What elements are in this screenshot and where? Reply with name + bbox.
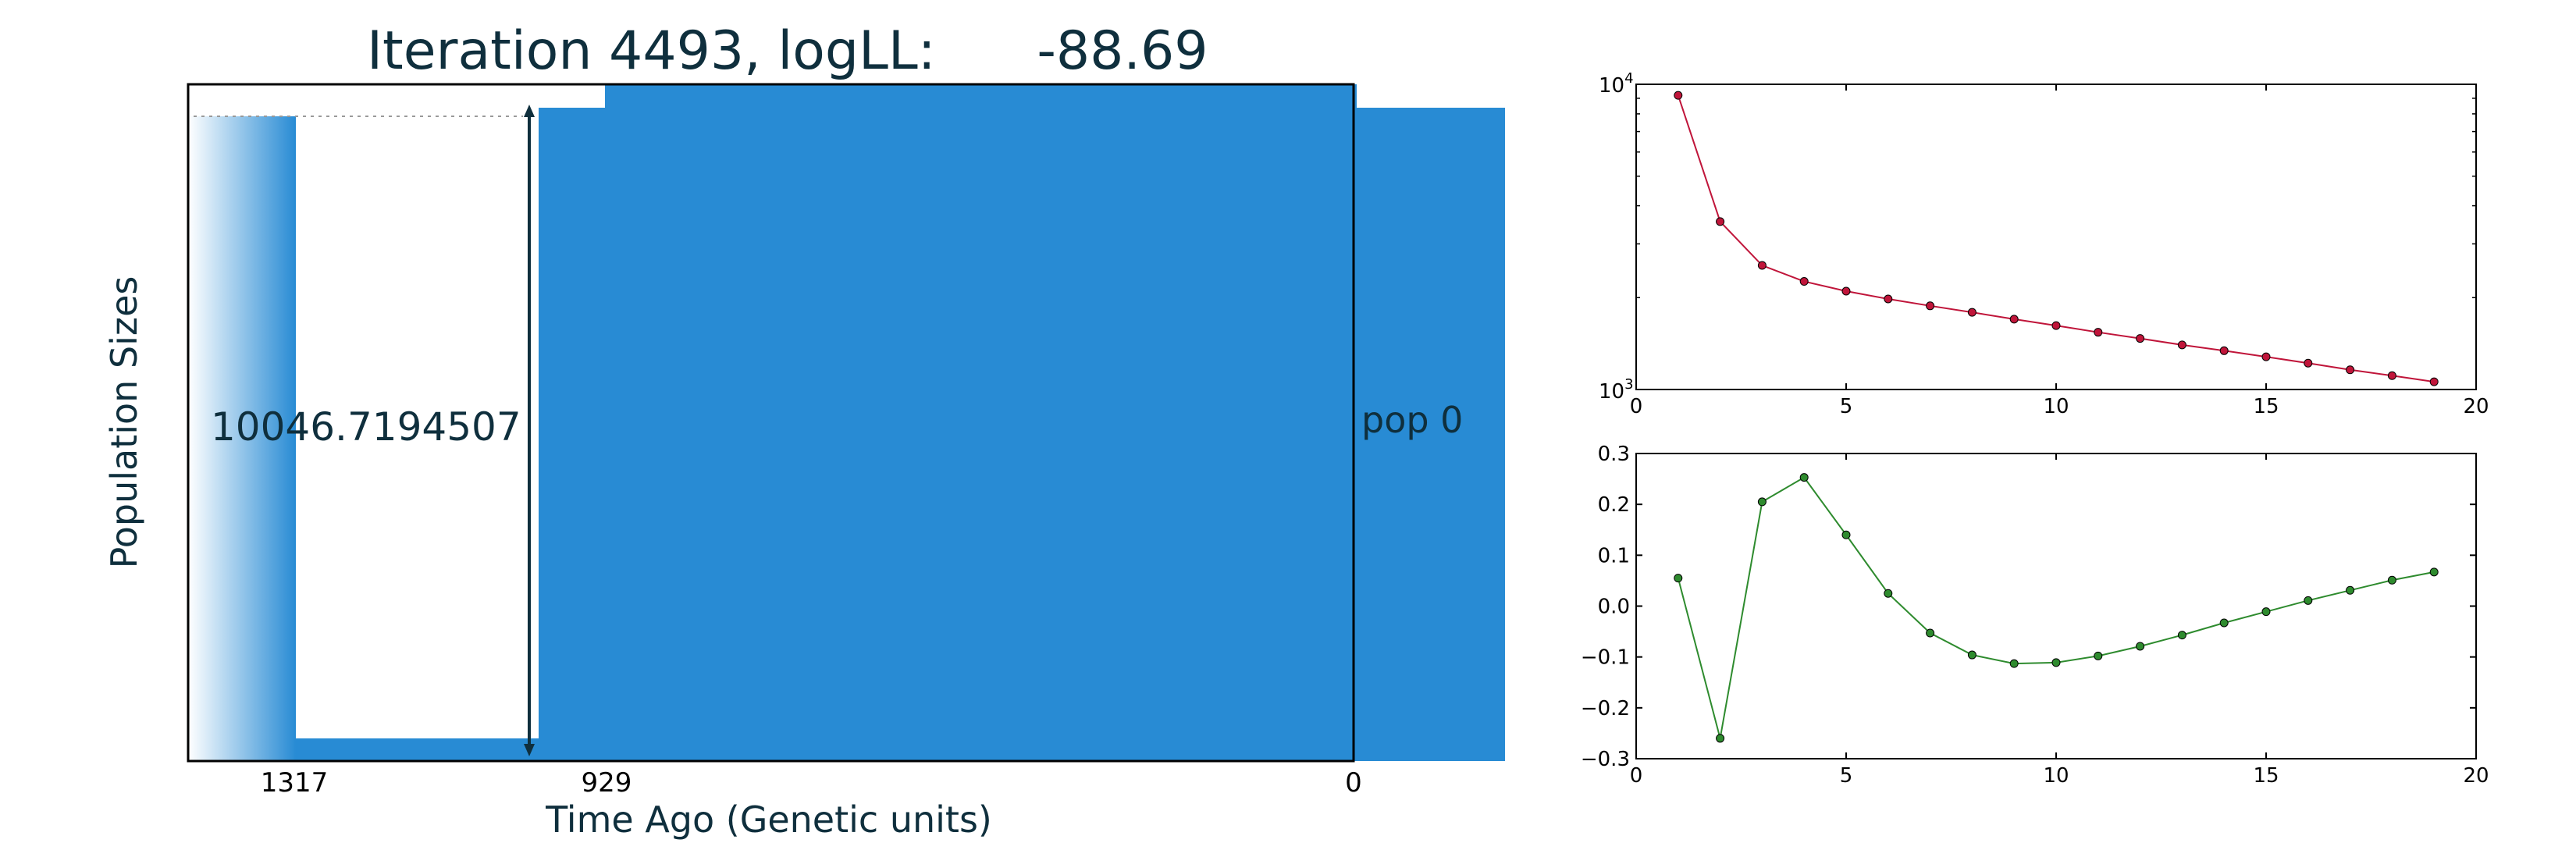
x-axis-label: Time Ago (Genetic units) bbox=[545, 799, 992, 841]
y-tick-label: 0.3 bbox=[1598, 443, 1630, 466]
data-point bbox=[1926, 628, 1935, 638]
x-tick-label: 15 bbox=[2253, 764, 2279, 788]
data-point bbox=[2094, 328, 2103, 337]
x-tick-label: 5 bbox=[1840, 764, 1853, 788]
x-tick-label: 1317 bbox=[261, 767, 329, 799]
data-point bbox=[1757, 261, 1767, 270]
main-axes-frame bbox=[187, 83, 1355, 763]
data-point bbox=[1967, 650, 1976, 660]
data-point bbox=[2346, 585, 2355, 595]
data-point bbox=[2261, 352, 2271, 361]
data-point bbox=[1926, 301, 1935, 311]
data-point bbox=[2177, 631, 2186, 640]
ancient-population-block bbox=[188, 116, 296, 761]
data-point bbox=[2261, 607, 2271, 617]
data-point bbox=[2304, 358, 2313, 368]
data-point bbox=[2177, 340, 2186, 350]
data-point bbox=[2387, 371, 2396, 380]
population-label: pop 0 bbox=[1361, 399, 1463, 441]
x-tick-label: 0 bbox=[1630, 764, 1643, 788]
log-size-chart: 0 5 10 15 20 104 103 bbox=[1599, 70, 2489, 418]
data-point bbox=[2009, 659, 2019, 668]
data-point bbox=[2094, 651, 2103, 660]
log-chart-x-ticks: 0 5 10 15 20 bbox=[1630, 84, 2489, 418]
data-point bbox=[1967, 308, 1976, 317]
data-point bbox=[2136, 642, 2145, 651]
data-point bbox=[2219, 346, 2229, 355]
demography-panel: Iteration 4493, logLL: -88.69 10046.7194… bbox=[103, 20, 1505, 841]
x-tick-label: 20 bbox=[2463, 764, 2489, 788]
data-point bbox=[2051, 658, 2061, 667]
data-point bbox=[2009, 315, 2019, 324]
log-chart-series bbox=[1674, 91, 2439, 386]
data-point bbox=[2219, 618, 2229, 628]
chart-title: Iteration 4493, logLL: -88.69 bbox=[367, 20, 1208, 82]
data-point bbox=[1757, 497, 1767, 507]
data-point bbox=[1841, 530, 1851, 539]
data-point bbox=[1674, 574, 1683, 583]
x-tick-label: 0 bbox=[1345, 767, 1362, 799]
y-axis-label: Population Sizes bbox=[103, 276, 145, 569]
data-point bbox=[2051, 321, 2061, 330]
series-line bbox=[1677, 94, 2435, 383]
size-arrow bbox=[524, 105, 535, 756]
data-point bbox=[1884, 294, 1893, 304]
data-point bbox=[2387, 575, 2396, 585]
x-tick-label: 10 bbox=[2043, 395, 2069, 418]
y-tick-label: −0.3 bbox=[1581, 748, 1630, 771]
population-top-step bbox=[605, 84, 1357, 109]
y-tick-label: 0.2 bbox=[1598, 493, 1630, 517]
x-tick-label: 15 bbox=[2253, 395, 2279, 418]
data-point bbox=[1674, 91, 1683, 100]
data-point bbox=[2136, 334, 2145, 343]
x-tick-label: 0 bbox=[1630, 395, 1643, 418]
data-point bbox=[2429, 567, 2439, 577]
x-tick-label: 5 bbox=[1840, 395, 1853, 418]
data-point bbox=[2304, 596, 2313, 605]
y-tick-label: 103 bbox=[1599, 376, 1634, 404]
data-point bbox=[1799, 473, 1809, 482]
size-annotation: 10046.7194507 bbox=[211, 404, 521, 450]
log-chart-frame bbox=[1635, 84, 2477, 390]
data-point bbox=[1716, 217, 1725, 226]
population-block bbox=[539, 108, 1505, 761]
y-tick-label: −0.2 bbox=[1581, 697, 1630, 720]
data-point bbox=[2346, 365, 2355, 375]
x-tick-label: 20 bbox=[2463, 395, 2489, 418]
data-point bbox=[1841, 286, 1851, 296]
y-tick-label: −0.1 bbox=[1581, 646, 1630, 670]
lin-chart-series bbox=[1674, 473, 2439, 743]
bottleneck-bar bbox=[296, 738, 539, 761]
series-line bbox=[1677, 476, 2435, 739]
data-point bbox=[2429, 377, 2439, 386]
y-tick-label: 104 bbox=[1599, 70, 1634, 98]
data-point bbox=[1884, 589, 1893, 598]
y-tick-label: 0.0 bbox=[1598, 596, 1630, 619]
y-tick-label: 0.1 bbox=[1598, 544, 1630, 567]
data-point bbox=[1716, 734, 1725, 743]
lin-chart-y-ticks: 0.3 0.2 0.1 0.0 −0.1 −0.2 −0.3 bbox=[1581, 443, 2476, 771]
growth-rate-chart: 0 5 10 15 20 0.3 0.2 0.1 0.0 −0.1 −0.2 −0.3 bbox=[1581, 443, 2489, 788]
x-tick-label: 10 bbox=[2043, 764, 2069, 788]
data-point bbox=[1799, 277, 1809, 286]
lin-chart-x-ticks: 0 5 10 15 20 bbox=[1630, 454, 2489, 788]
x-tick-label: 929 bbox=[582, 767, 632, 799]
